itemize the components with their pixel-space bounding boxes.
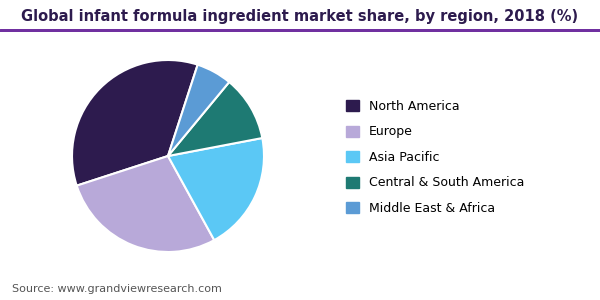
Legend: North America, Europe, Asia Pacific, Central & South America, Middle East & Afri: North America, Europe, Asia Pacific, Cen… [346, 100, 524, 215]
Wedge shape [77, 156, 214, 252]
Text: Global infant formula ingredient market share, by region, 2018 (%): Global infant formula ingredient market … [22, 9, 578, 24]
Wedge shape [168, 65, 229, 156]
Wedge shape [72, 60, 197, 186]
Wedge shape [168, 138, 264, 240]
Text: Source: www.grandviewresearch.com: Source: www.grandviewresearch.com [12, 284, 222, 294]
Wedge shape [168, 82, 262, 156]
